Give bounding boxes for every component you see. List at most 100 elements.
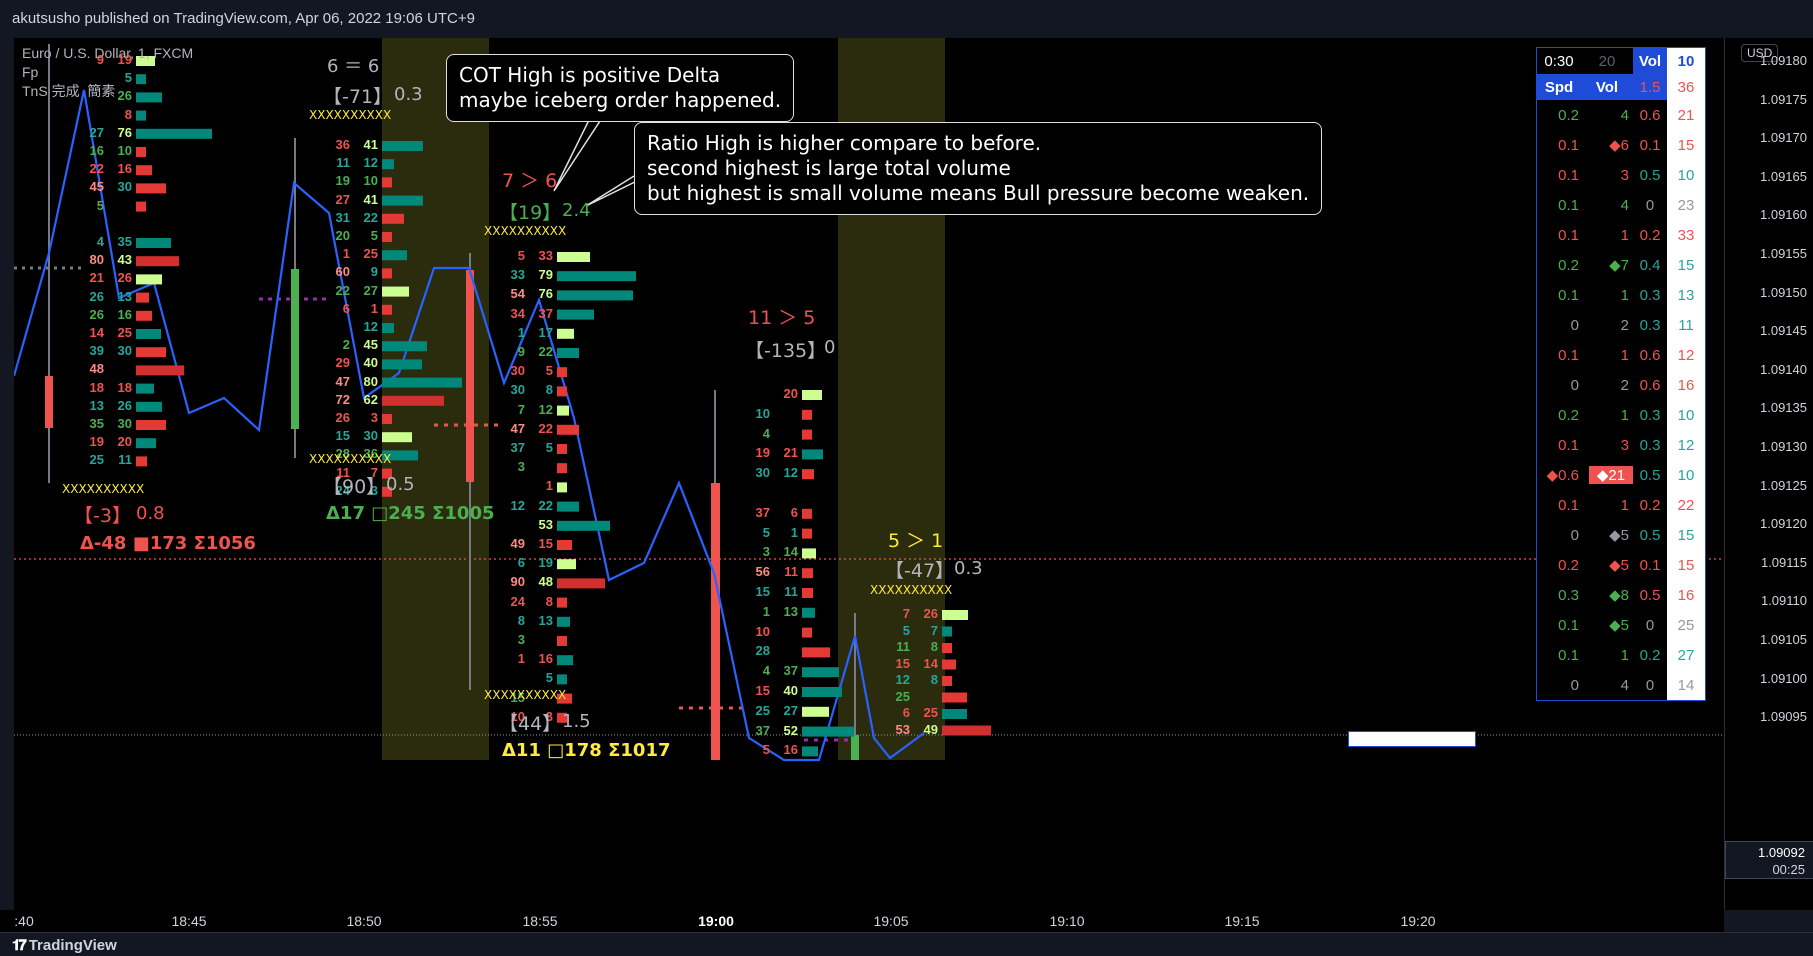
fp-bid-value: 6 <box>342 300 350 316</box>
tns-spd: 0.1 <box>1558 436 1579 454</box>
fp-ask-value: 11 <box>118 452 132 468</box>
tns-ratio: 0.1 <box>1639 556 1661 574</box>
time-tick: 18:50 <box>346 913 382 929</box>
fp-ask-value: 11 <box>784 584 798 599</box>
fp-ask-value: 76 <box>117 124 132 140</box>
tns-row: 0 2 0.3 11 <box>1537 310 1705 340</box>
fp-ask-value: 13 <box>783 603 798 619</box>
fp-volume-bar <box>557 271 636 282</box>
bar-stats: Δ11 □178 Σ1017 <box>502 740 671 761</box>
fp-volume-bar <box>382 468 392 479</box>
bar-countdown: 00:25 <box>1772 862 1805 877</box>
callout-ratio[interactable]: Ratio High is higher compare to before. … <box>634 122 1323 215</box>
callout-line: second highest is large total volume <box>647 156 1011 180</box>
fp-volume-bar <box>802 548 816 559</box>
fp-volume-bar <box>802 726 854 737</box>
fp-ask-value: 8 <box>930 672 938 687</box>
fp-bid-value: 27 <box>89 124 104 140</box>
fp-bid-value: 11 <box>336 464 350 480</box>
fp-ask-value: 52 <box>783 722 798 738</box>
fp-volume-bar <box>802 449 823 460</box>
fp-ask-value: 25 <box>363 246 378 262</box>
fp-volume-bar <box>136 74 146 85</box>
fp-bid-value: 28 <box>755 643 770 659</box>
fp-ask-value: 16 <box>117 161 132 177</box>
fp-bid-value: 1 <box>517 651 525 667</box>
symbol-title[interactable]: Euro / U.S. Dollar, 1, FXCM <box>22 45 194 61</box>
indicator-tns[interactable]: TnS 完成 簡素 <box>22 83 116 99</box>
ratio-label: 0.5 <box>386 474 415 495</box>
fp-bid-value: 47 <box>335 373 350 389</box>
tns-ratio: 0.3 <box>1639 436 1661 454</box>
callout-line: Ratio High is higher compare to before. <box>647 131 1042 155</box>
fp-bid-value: 3 <box>517 459 525 475</box>
tns-count: 20 <box>1598 52 1616 70</box>
tns-total: 10 <box>1667 460 1705 490</box>
fp-volume-bar <box>557 348 579 358</box>
fp-bid-value: 15 <box>755 584 770 599</box>
tns-spd: 0.1 <box>1558 286 1579 304</box>
tns-spd: 0.1 <box>1558 226 1579 244</box>
tns-total: 10 <box>1667 400 1705 430</box>
fp-ask-value: 27 <box>363 282 378 298</box>
fp-bid-value: 19 <box>89 434 104 450</box>
tns-row: 0 4 0 14 <box>1537 670 1705 700</box>
price-axis[interactable]: USD 1.09180 1.09175 1.09170 1.09165 1.09160 1… <box>1724 38 1813 910</box>
chart-pane[interactable]: Euro / U.S. Dollar, 1, FXCM Fp TnS 完成 簡素… <box>14 38 1724 910</box>
tns-total: 10 <box>1667 160 1705 190</box>
fp-ask-value: 25 <box>117 325 132 340</box>
time-axis[interactable]: :40 18:45 18:50 18:55 19:00 19:05 19:10 19:15 19… <box>0 910 1724 932</box>
tns-ratio: 0 <box>1645 616 1655 634</box>
callout-pointer <box>585 175 648 207</box>
fp-volume-bar <box>382 341 427 352</box>
tns-ratio: 0.5 <box>1639 586 1661 604</box>
tns-spd: 0 <box>1570 376 1579 394</box>
fp-volume-bar <box>942 659 956 670</box>
fp-ask-value: 5 <box>545 440 553 455</box>
fp-volume-bar <box>382 432 412 443</box>
indicator-fp[interactable]: Fp <box>22 64 39 80</box>
currency-button[interactable]: USD <box>1741 44 1779 62</box>
tns-ratio: 0 <box>1645 676 1655 694</box>
fp-volume-bar <box>136 274 162 285</box>
price-tick: 1.09160 <box>1760 207 1807 223</box>
fp-bid-value: 49 <box>510 536 525 551</box>
fp-ask-value: 18 <box>117 379 132 395</box>
tns-spd: 0.1 <box>1558 196 1579 214</box>
fp-ask-value: 11 <box>784 564 798 580</box>
tns-spd: 0.1 <box>1558 166 1579 184</box>
poc-marker: XXXXXXXXXX <box>309 108 392 122</box>
callout-cot[interactable]: COT High is positive Delta maybe iceberg… <box>446 54 795 122</box>
fp-bid-value: 54 <box>510 286 525 302</box>
fp-bid-value: 7 <box>902 606 910 621</box>
tns-vol: 1 <box>1620 346 1629 364</box>
tns-ratio: 0.3 <box>1639 286 1661 304</box>
fp-bid-value: 7 <box>517 401 525 417</box>
tns-ratio: 0.3 <box>1639 316 1661 334</box>
tns-ratio: 0 <box>1645 196 1655 214</box>
fp-ask-value: 30 <box>117 179 132 195</box>
tv-logo-icon: 𝟏𝟕 <box>12 937 27 954</box>
tradingview-logo[interactable]: 𝟏𝟕 TradingView <box>12 937 117 954</box>
ratio-label: 0.3 <box>394 84 423 105</box>
tns-table[interactable]: 0:30 20 Vol 10 Spd Vol 1.5 36 0.2 4 0.6 21 0… <box>1536 47 1706 701</box>
poc-marker: XXXXXXXXXX <box>484 688 567 702</box>
tns-ratio: 0.6 <box>1639 376 1661 394</box>
delta-label: 【90】 <box>323 476 386 498</box>
price-tick: 1.09100 <box>1760 670 1807 686</box>
fp-ask-value: 1 <box>370 300 378 316</box>
fp-bid-value: 15 <box>510 689 525 705</box>
chart-legend[interactable]: Euro / U.S. Dollar, 1, FXCM Fp TnS 完成 簡素 <box>22 44 193 101</box>
fp-bid-value: 1 <box>517 324 525 340</box>
compare-label: 6 ＝ 6 <box>327 56 380 77</box>
fp-volume-bar <box>382 359 422 370</box>
fp-bid-value: 9 <box>517 344 525 359</box>
price-tick: 1.09135 <box>1760 400 1807 416</box>
fp-bid-value: 30 <box>510 382 525 398</box>
tns-spd: 0.1 <box>1558 346 1579 364</box>
tns-total: 22 <box>1667 490 1705 520</box>
tns-vol: 2 <box>1620 376 1629 394</box>
fp-volume-bar <box>382 213 404 224</box>
fp-bid-value: 15 <box>755 683 770 698</box>
tns-vol: ◆8 <box>1609 587 1629 604</box>
